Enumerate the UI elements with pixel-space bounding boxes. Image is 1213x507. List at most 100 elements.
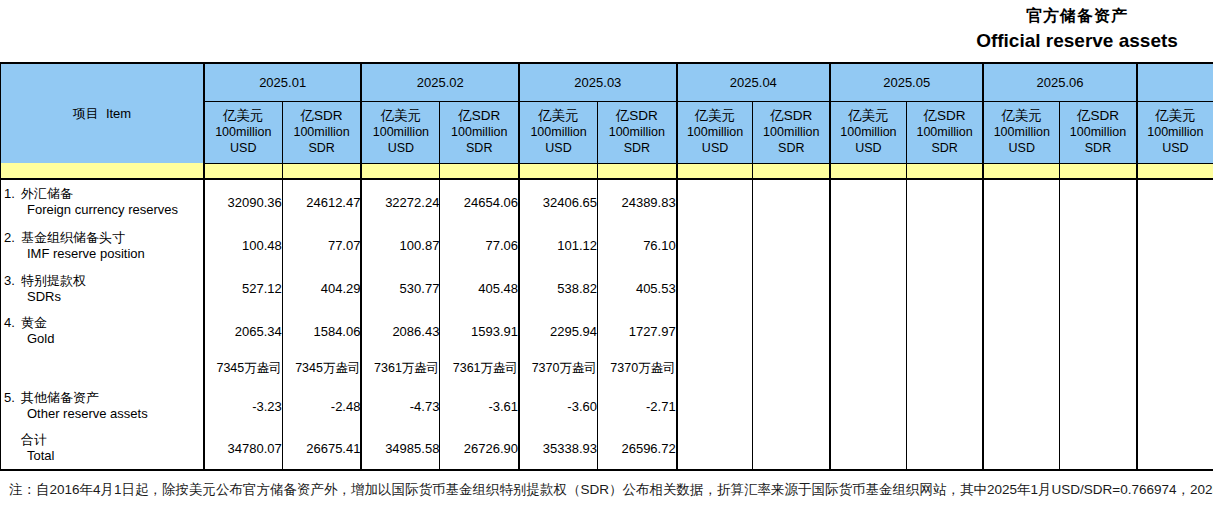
value-cell — [1060, 179, 1137, 224]
unit-header-sdr: 亿SDR 100million SDR — [282, 101, 361, 163]
item-number: 5. — [4, 390, 21, 406]
value-cell: 7361万盎司 — [361, 352, 439, 385]
value-cell — [983, 310, 1059, 352]
unit-usd-zh: 亿美元 — [205, 108, 282, 124]
value-cell — [753, 179, 830, 224]
value-cell: 24389.83 — [597, 179, 676, 224]
value-cell: 1727.97 — [597, 310, 676, 352]
yellow-band-row — [1, 163, 1213, 179]
value-cell — [830, 352, 906, 385]
value-cell: 100.87 — [361, 224, 439, 267]
unit-header-usd: 亿美元 100million USD — [983, 101, 1059, 163]
item-label-zh: 外汇储备 — [21, 186, 73, 201]
value-cell-partial — [1137, 352, 1213, 385]
value-cell: 1593.91 — [440, 310, 519, 352]
value-cell-partial — [1137, 427, 1213, 470]
value-cell: 101.12 — [519, 224, 597, 267]
value-cell — [906, 224, 983, 267]
value-cell-partial — [1137, 385, 1213, 427]
month-header-2025-03: 2025.03 — [519, 63, 677, 101]
value-cell — [1060, 352, 1137, 385]
value-cell-partial — [1137, 310, 1213, 352]
item-label-en: IMF reserve position — [1, 246, 203, 262]
table-row-imf-position: 2.基金组织储备头寸 IMF reserve position 100.48 7… — [1, 224, 1213, 267]
item-label-en: Foreign currency reserves — [1, 202, 203, 218]
value-cell — [906, 179, 983, 224]
value-cell — [753, 352, 830, 385]
value-cell: 1584.06 — [282, 310, 361, 352]
value-cell — [830, 385, 906, 427]
value-cell: 24654.06 — [440, 179, 519, 224]
value-cell: 2065.34 — [204, 310, 282, 352]
item-label-en: Total — [1, 448, 203, 464]
value-cell: 405.53 — [597, 267, 676, 310]
item-label-zh: 合计 — [21, 432, 47, 447]
value-cell: 34985.58 — [361, 427, 439, 470]
item-label-zh: 特别提款权 — [21, 273, 86, 288]
month-header-2025-05: 2025.05 — [830, 63, 983, 101]
reserve-assets-table: 项目 Item 2025.01 2025.02 2025.03 2025.04 … — [0, 62, 1213, 471]
value-cell — [906, 352, 983, 385]
item-cell: 2.基金组织储备头寸 IMF reserve position — [1, 224, 204, 267]
title-chinese: 官方储备资产 — [943, 6, 1211, 27]
table-row-other-assets: 5.其他储备资产 Other reserve assets -3.23 -2.4… — [1, 385, 1213, 427]
value-cell: 26675.41 — [282, 427, 361, 470]
value-cell: 24612.47 — [282, 179, 361, 224]
value-cell: -4.73 — [361, 385, 439, 427]
value-cell — [1060, 427, 1137, 470]
value-cell — [830, 224, 906, 267]
value-cell: 7345万盎司 — [204, 352, 282, 385]
month-header-2025-04: 2025.04 — [677, 63, 830, 101]
value-cell — [983, 352, 1059, 385]
value-cell — [677, 267, 753, 310]
month-header-2025-02: 2025.02 — [361, 63, 519, 101]
value-cell: -2.48 — [282, 385, 361, 427]
value-cell — [1060, 310, 1137, 352]
item-cell: 3.特别提款权 SDRs — [1, 267, 204, 310]
table-row-gold: 4.黄金 Gold 2065.34 1584.06 2086.43 1593.9… — [1, 310, 1213, 352]
value-cell: 2086.43 — [361, 310, 439, 352]
value-cell — [753, 385, 830, 427]
value-cell — [983, 224, 1059, 267]
item-cell-empty — [1, 352, 204, 385]
value-cell: 26596.72 — [597, 427, 676, 470]
value-cell: 7345万盎司 — [282, 352, 361, 385]
value-cell — [753, 267, 830, 310]
item-label-en: SDRs — [1, 289, 203, 305]
value-cell — [830, 427, 906, 470]
unit-sdr-zh: 亿SDR — [283, 108, 361, 124]
item-number: 1. — [4, 186, 21, 202]
value-cell: 7370万盎司 — [597, 352, 676, 385]
month-header-2025-01: 2025.01 — [204, 63, 362, 101]
value-cell: 34780.07 — [204, 427, 282, 470]
unit-header-sdr: 亿SDR 100million SDR — [906, 101, 983, 163]
value-cell: 100.48 — [204, 224, 282, 267]
unit-header-usd: 亿美元 100million USD — [361, 101, 439, 163]
value-cell — [983, 179, 1059, 224]
value-cell: 35338.93 — [519, 427, 597, 470]
unit-usd-line2: 100million — [205, 124, 282, 140]
band-cell — [1, 163, 204, 179]
value-cell — [983, 267, 1059, 310]
value-cell: 7361万盎司 — [440, 352, 519, 385]
item-cell: 1.外汇储备 Foreign currency reserves — [1, 179, 204, 224]
item-cell: 5.其他储备资产 Other reserve assets — [1, 385, 204, 427]
value-cell-partial — [1137, 224, 1213, 267]
value-cell: -3.61 — [440, 385, 519, 427]
item-number: 3. — [4, 273, 21, 289]
value-cell: 77.07 — [282, 224, 361, 267]
value-cell: 76.10 — [597, 224, 676, 267]
value-cell — [677, 385, 753, 427]
value-cell — [677, 224, 753, 267]
value-cell — [677, 427, 753, 470]
value-cell-partial — [1137, 267, 1213, 310]
value-cell: 26726.90 — [440, 427, 519, 470]
value-cell — [677, 310, 753, 352]
month-header-partial — [1137, 63, 1213, 101]
value-cell — [677, 179, 753, 224]
value-cell — [830, 179, 906, 224]
unit-header-sdr: 亿SDR 100million SDR — [597, 101, 676, 163]
unit-header-sdr: 亿SDR 100million SDR — [753, 101, 830, 163]
title-english: Official reserve assets — [943, 30, 1211, 52]
item-cell: 合计 Total — [1, 427, 204, 470]
